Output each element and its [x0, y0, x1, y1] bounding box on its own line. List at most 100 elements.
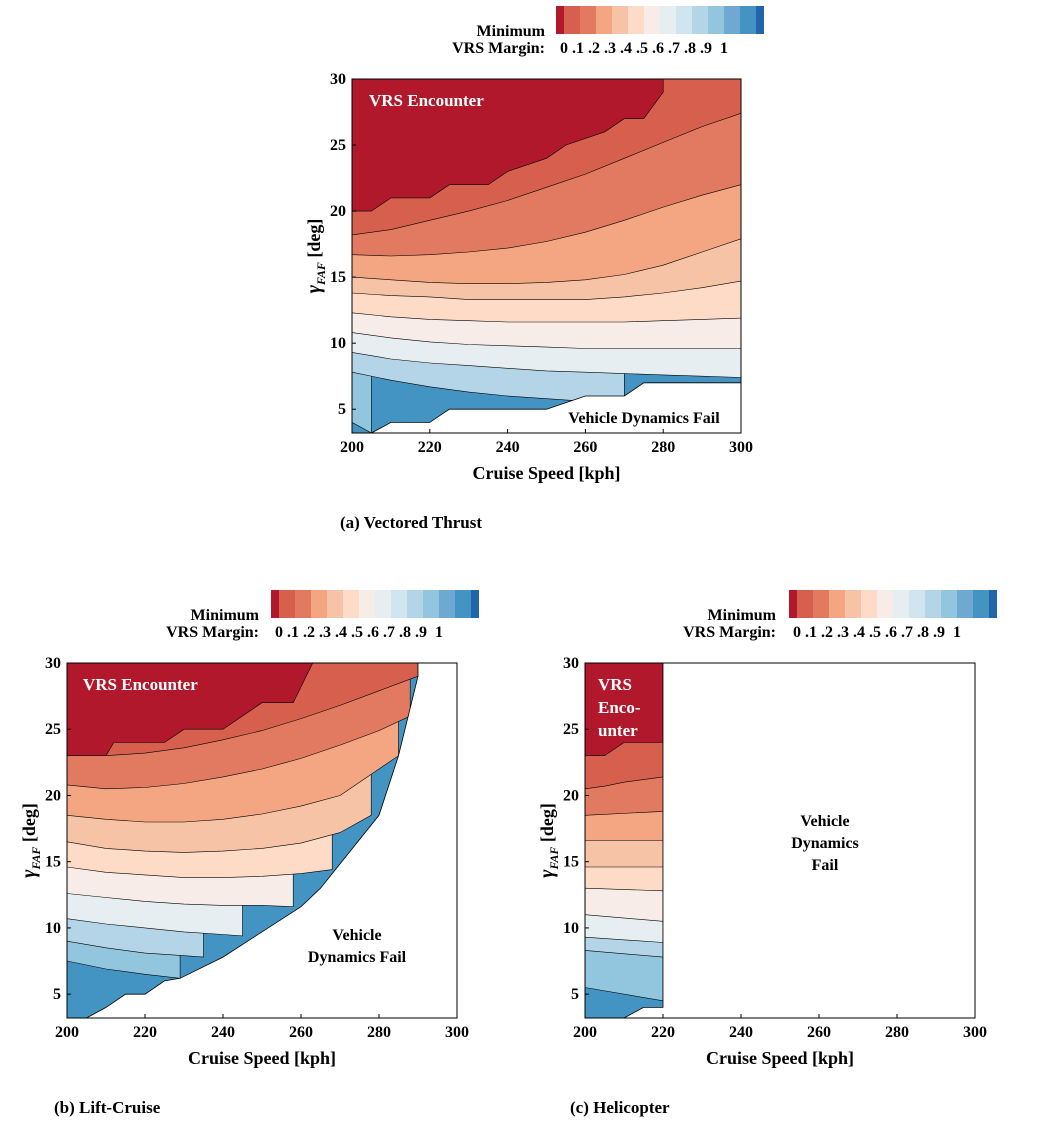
colorbar-swatch — [861, 590, 877, 618]
colorbar-tick-label: .4 — [853, 624, 865, 641]
colorbar-swatch — [909, 590, 925, 618]
colorbar-tick-label: .9 — [415, 624, 427, 641]
colorbar-swatch — [271, 590, 279, 618]
colorbar-tick-label: .3 — [319, 624, 331, 641]
colorbar-tick-label: 1 — [435, 624, 443, 641]
colorbar-swatch — [327, 590, 343, 618]
vehicle-dynamics-fail-label: Dynamics Fail — [308, 949, 407, 966]
y-tick-label: 20 — [330, 203, 346, 220]
colorbar-tick-label: .1 — [805, 624, 817, 641]
y-tick-label: 15 — [45, 854, 61, 871]
vehicle-dynamics-fail-edge — [352, 382, 741, 434]
colorbar-tick-label: .6 — [885, 624, 897, 641]
colorbar-tick-label: .4 — [335, 624, 347, 641]
colorbar-tick-label: .5 — [869, 624, 881, 641]
vrs-encounter-label: VRS Encounter — [83, 675, 198, 694]
colorbar-tick-label: 1 — [720, 40, 728, 57]
colorbar-swatch — [973, 590, 989, 618]
y-tick-label: 5 — [53, 986, 61, 1003]
y-tick-label: 30 — [330, 71, 346, 88]
colorbar-swatch — [756, 6, 764, 34]
x-tick-label: 220 — [651, 1024, 675, 1041]
colorbar-tick-label: .7 — [901, 624, 913, 641]
colorbar-tick-label: .9 — [933, 624, 945, 641]
colorbar-tick-label: .3 — [837, 624, 849, 641]
colorbar-swatch — [957, 590, 973, 618]
x-axis-label: Cruise Speed [kph] — [706, 1048, 854, 1068]
y-tick-label: 25 — [330, 137, 346, 154]
y-tick-label: 30 — [45, 655, 61, 672]
colorbar-swatch — [439, 590, 455, 618]
colorbar-swatch — [740, 6, 756, 34]
y-tick-label: 10 — [330, 335, 346, 352]
x-tick-label: 300 — [445, 1024, 469, 1041]
colorbar-tick-label: .1 — [287, 624, 299, 641]
x-tick-label: 200 — [573, 1024, 597, 1041]
colorbar-swatch — [455, 590, 471, 618]
colorbar-swatch — [789, 590, 797, 618]
x-tick-label: 300 — [729, 439, 753, 456]
colorbar-tick-label: .8 — [917, 624, 929, 641]
y-tick-label: 5 — [571, 986, 579, 1003]
colorbar-swatch — [628, 6, 644, 34]
plot-frame — [66, 662, 458, 1019]
x-tick-label: 200 — [55, 1024, 79, 1041]
x-tick-label: 240 — [729, 1024, 753, 1041]
x-tick-label: 260 — [289, 1024, 313, 1041]
colorbar-swatch — [391, 590, 407, 618]
x-tick-label: 240 — [496, 439, 520, 456]
vehicle-dynamics-fail-label: Vehicle — [800, 813, 849, 830]
colorbar-swatch — [279, 590, 295, 618]
colorbar-title-line2: VRS Margin: — [166, 624, 259, 641]
x-tick-label: 220 — [418, 439, 442, 456]
colorbar-title-line2: VRS Margin: — [683, 624, 776, 641]
colorbar-swatch — [359, 590, 375, 618]
y-tick-label: 15 — [330, 269, 346, 286]
colorbar-swatch — [845, 590, 861, 618]
colorbar-tick-label: .2 — [303, 624, 315, 641]
y-tick-label: 30 — [563, 655, 579, 672]
colorbar-swatch — [797, 590, 813, 618]
colorbar-title-line2: VRS Margin: — [452, 40, 545, 57]
colorbar-swatch — [423, 590, 439, 618]
colorbar-swatch — [724, 6, 740, 34]
y-axis-label: γFAF [deg] — [18, 803, 43, 878]
colorbar-swatch — [295, 590, 311, 618]
colorbar-swatch — [893, 590, 909, 618]
colorbar-tick-label: .2 — [821, 624, 833, 641]
x-tick-label: 300 — [963, 1024, 987, 1041]
x-axis-label: Cruise Speed [kph] — [188, 1048, 336, 1068]
x-tick-label: 260 — [807, 1024, 831, 1041]
colorbar-tick-label: .7 — [668, 40, 680, 57]
colorbar-swatch — [644, 6, 660, 34]
x-axis-label: Cruise Speed [kph] — [472, 463, 620, 483]
colorbar-tick-label: 0 — [560, 40, 568, 57]
plot-frame — [584, 662, 976, 1019]
colorbar-tick-label: .6 — [652, 40, 664, 57]
colorbar-tick-label: 0 — [275, 624, 283, 641]
vehicle-dynamics-fail-edge — [67, 663, 419, 1019]
caption-helicopter: (c) Helicopter — [570, 1098, 670, 1117]
colorbar-tick-label: .2 — [588, 40, 600, 57]
vrs-encounter-label: VRS — [598, 675, 632, 694]
vrs-encounter-label: Enco- — [598, 698, 641, 717]
y-tick-label: 25 — [563, 721, 579, 738]
contour-fill-group — [67, 663, 418, 1018]
x-tick-label: 280 — [885, 1024, 909, 1041]
y-tick-label: 5 — [338, 401, 346, 418]
y-axis-label: γFAF [deg] — [303, 219, 328, 294]
colorbar-swatch — [471, 590, 479, 618]
caption-vectored-thrust: (a) Vectored Thrust — [340, 513, 482, 532]
colorbar-title-line1: Minimum — [477, 23, 546, 40]
colorbar-swatch — [877, 590, 893, 618]
colorbar-swatch — [564, 6, 580, 34]
x-tick-label: 220 — [133, 1024, 157, 1041]
colorbar-swatch — [596, 6, 612, 34]
y-tick-label: 20 — [563, 787, 579, 804]
y-tick-label: 10 — [563, 920, 579, 937]
vehicle-dynamics-fail-label: Vehicle Dynamics Fail — [568, 410, 720, 427]
y-axis-label: γFAF [deg] — [536, 803, 561, 878]
